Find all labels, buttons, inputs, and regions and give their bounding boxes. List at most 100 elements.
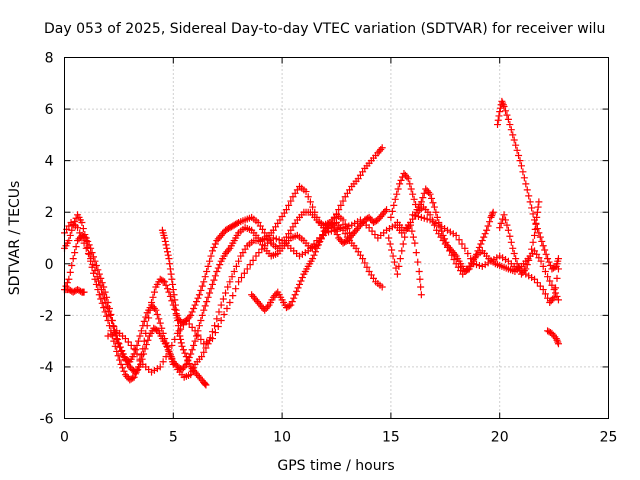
y-tick-label: 2	[45, 205, 54, 221]
data-point-arc-3	[89, 261, 97, 269]
y-tick-label: -6	[40, 412, 54, 428]
data-point-arc-2	[92, 262, 100, 270]
data-point-arc-3	[116, 343, 124, 351]
data-point-arc-12	[411, 239, 419, 247]
data-point-arc-13	[499, 99, 507, 107]
data-point-arc-14	[504, 226, 512, 234]
data-point-arc-3	[95, 277, 103, 285]
data-point-arc-8	[320, 227, 328, 235]
data-point-arc-3	[166, 349, 174, 357]
data-point-arc-2	[66, 268, 74, 276]
data-point-arc-7	[162, 241, 170, 249]
data-point-arc-3	[141, 345, 149, 353]
data-point-arc-1	[129, 374, 137, 382]
data-point-arc-1	[195, 291, 203, 299]
data-point-arc-8	[290, 294, 298, 302]
data-point-arc-1	[79, 225, 87, 233]
data-point-arc-14	[496, 224, 504, 232]
data-point-arc-1	[233, 219, 241, 227]
data-point-arc-3	[82, 244, 90, 252]
data-point-arc-3	[97, 286, 105, 294]
data-point-arc-9	[391, 195, 399, 203]
data-point-arc-3	[144, 336, 152, 344]
data-point-arc-5	[80, 288, 88, 296]
data-point-arc-3	[122, 357, 130, 365]
data-point-arc-7	[163, 248, 171, 256]
data-point-arc-1	[78, 219, 86, 227]
data-point-arc-11	[549, 295, 557, 303]
y-tick-label: 8	[45, 51, 54, 67]
data-point-arc-8	[314, 241, 322, 249]
data-point-arc-2	[88, 249, 96, 257]
data-point-arc-2	[84, 237, 92, 245]
data-marks	[61, 97, 562, 389]
data-point-arc-12	[406, 221, 414, 229]
data-point-arc-2	[203, 298, 211, 306]
data-point-arc-14	[534, 203, 542, 211]
data-point-arc-2	[140, 317, 148, 325]
data-point-arc-7	[201, 380, 209, 388]
data-point-arc-2	[139, 322, 147, 330]
data-point-arc-1	[188, 308, 196, 316]
data-point-arc-14	[512, 255, 520, 263]
data-point-arc-13	[503, 111, 511, 119]
data-point-arc-14	[533, 213, 541, 221]
data-point-arc-3	[118, 347, 126, 355]
data-point-arc-9	[480, 233, 488, 241]
data-point-arc-6	[162, 353, 170, 361]
data-point-arc-9	[488, 210, 496, 218]
data-point-arc-4	[330, 214, 338, 222]
data-point-arc-1	[117, 360, 125, 368]
data-point-arc-2	[201, 302, 209, 310]
data-point-arc-3	[100, 294, 108, 302]
data-point-arc-10	[448, 251, 456, 259]
data-point-arc-1	[101, 308, 109, 316]
data-point-arc-4	[309, 203, 317, 211]
data-point-arc-2	[190, 341, 198, 349]
data-point-arc-12	[385, 234, 393, 242]
data-point-arc-1	[208, 247, 216, 255]
data-point-arc-6	[249, 256, 257, 264]
data-point-arc-14	[529, 238, 537, 246]
data-point-arc-6	[191, 327, 199, 335]
data-point-arc-9	[388, 207, 396, 215]
data-point-arc-2	[210, 276, 218, 284]
data-point-arc-7	[181, 349, 189, 357]
data-point-arc-13	[494, 116, 502, 124]
data-point-arc-13	[528, 204, 536, 212]
data-point-arc-4	[335, 206, 343, 214]
data-point-arc-3	[87, 255, 95, 263]
data-point-arc-2	[150, 304, 158, 312]
data-point-arc-2	[71, 249, 79, 257]
data-point-arc-1	[95, 291, 103, 299]
data-point-arc-4	[228, 273, 236, 281]
data-point-arc-4	[282, 206, 290, 214]
data-point-arc-6	[240, 269, 248, 277]
data-point-arc-11	[553, 274, 561, 282]
data-point-arc-4	[285, 201, 293, 209]
data-point-arc-14	[522, 265, 530, 273]
data-point-arc-1	[162, 281, 170, 289]
data-point-arc-2	[166, 351, 174, 359]
data-point-arc-2	[132, 346, 140, 354]
data-point-arc-13	[513, 146, 521, 154]
data-point-arc-6	[237, 274, 245, 282]
data-point-arc-2	[137, 327, 145, 335]
data-point-arc-13	[545, 258, 553, 266]
data-point-arc-2	[181, 362, 189, 370]
data-point-arc-7	[168, 275, 176, 283]
data-point-arc-8	[298, 274, 306, 282]
x-tick-label: 5	[169, 430, 178, 446]
data-point-arc-1	[150, 288, 158, 296]
data-point-arc-13	[502, 107, 510, 115]
data-point-arc-9	[481, 230, 489, 238]
data-point-arc-7	[182, 353, 190, 361]
data-point-arc-13	[519, 168, 527, 176]
data-point-arc-8	[383, 206, 391, 214]
x-tick-label: 0	[60, 430, 69, 446]
data-point-arc-10	[546, 277, 554, 285]
data-point-arc-12	[417, 283, 425, 291]
data-point-arc-12	[401, 233, 409, 241]
data-point-arc-9	[419, 194, 427, 202]
data-point-arc-10	[537, 257, 545, 265]
